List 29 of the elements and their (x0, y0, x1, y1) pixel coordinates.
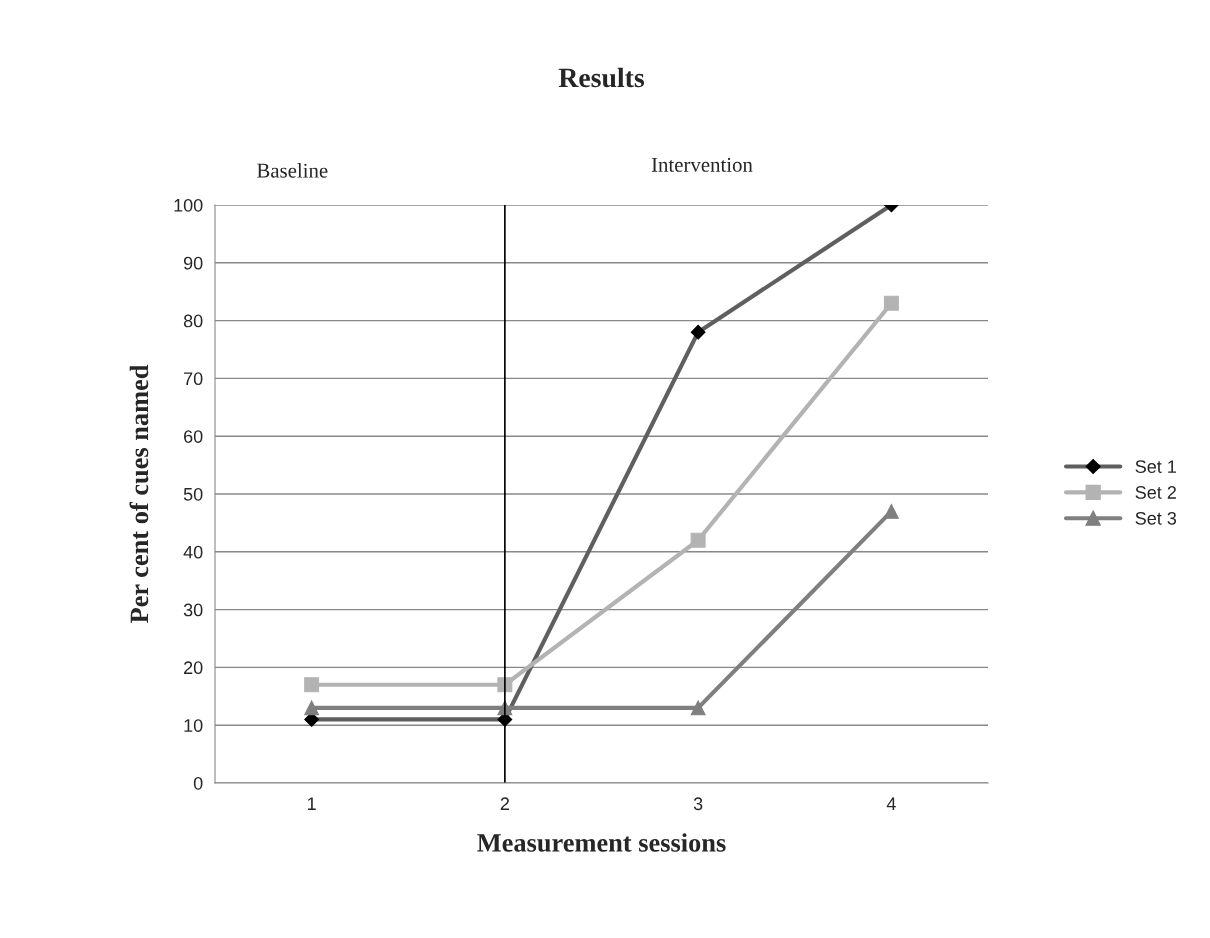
chart-title: Results (558, 67, 645, 88)
y-tick-label: 0 (193, 776, 203, 790)
y-tick-label: 20 (184, 661, 203, 675)
legend-label: Set 2 (1135, 486, 1176, 499)
point (304, 700, 320, 716)
legend-label: Set 3 (1135, 511, 1177, 525)
x-tick-label: 1 (307, 797, 316, 810)
y-tick-label: 50 (183, 487, 203, 501)
x-tick-label: 3 (693, 797, 703, 811)
y-tick-label: 90 (183, 256, 203, 270)
y-axis-title: Per cent of cues named (129, 364, 149, 624)
x-tick-label: 4 (886, 797, 896, 810)
point (883, 503, 899, 519)
y-tick-label: 40 (183, 545, 203, 559)
point (304, 677, 320, 693)
y-tick-label: 10 (184, 719, 203, 732)
text: Intervention (651, 157, 753, 172)
point (690, 700, 706, 716)
y-tick-label: 30 (183, 603, 203, 617)
text: Baseline (257, 162, 328, 178)
point (690, 532, 706, 548)
y-tick-label: 80 (183, 314, 203, 328)
x-axis-title: Measurement sessions (477, 833, 726, 852)
y-tick-label: 70 (184, 372, 203, 386)
y-tick-label: 60 (184, 430, 203, 443)
y-tick-label: 100 (174, 198, 203, 212)
point (883, 295, 899, 311)
legend-label: Set 1 (1135, 460, 1176, 473)
x-tick-label: 2 (500, 797, 509, 810)
